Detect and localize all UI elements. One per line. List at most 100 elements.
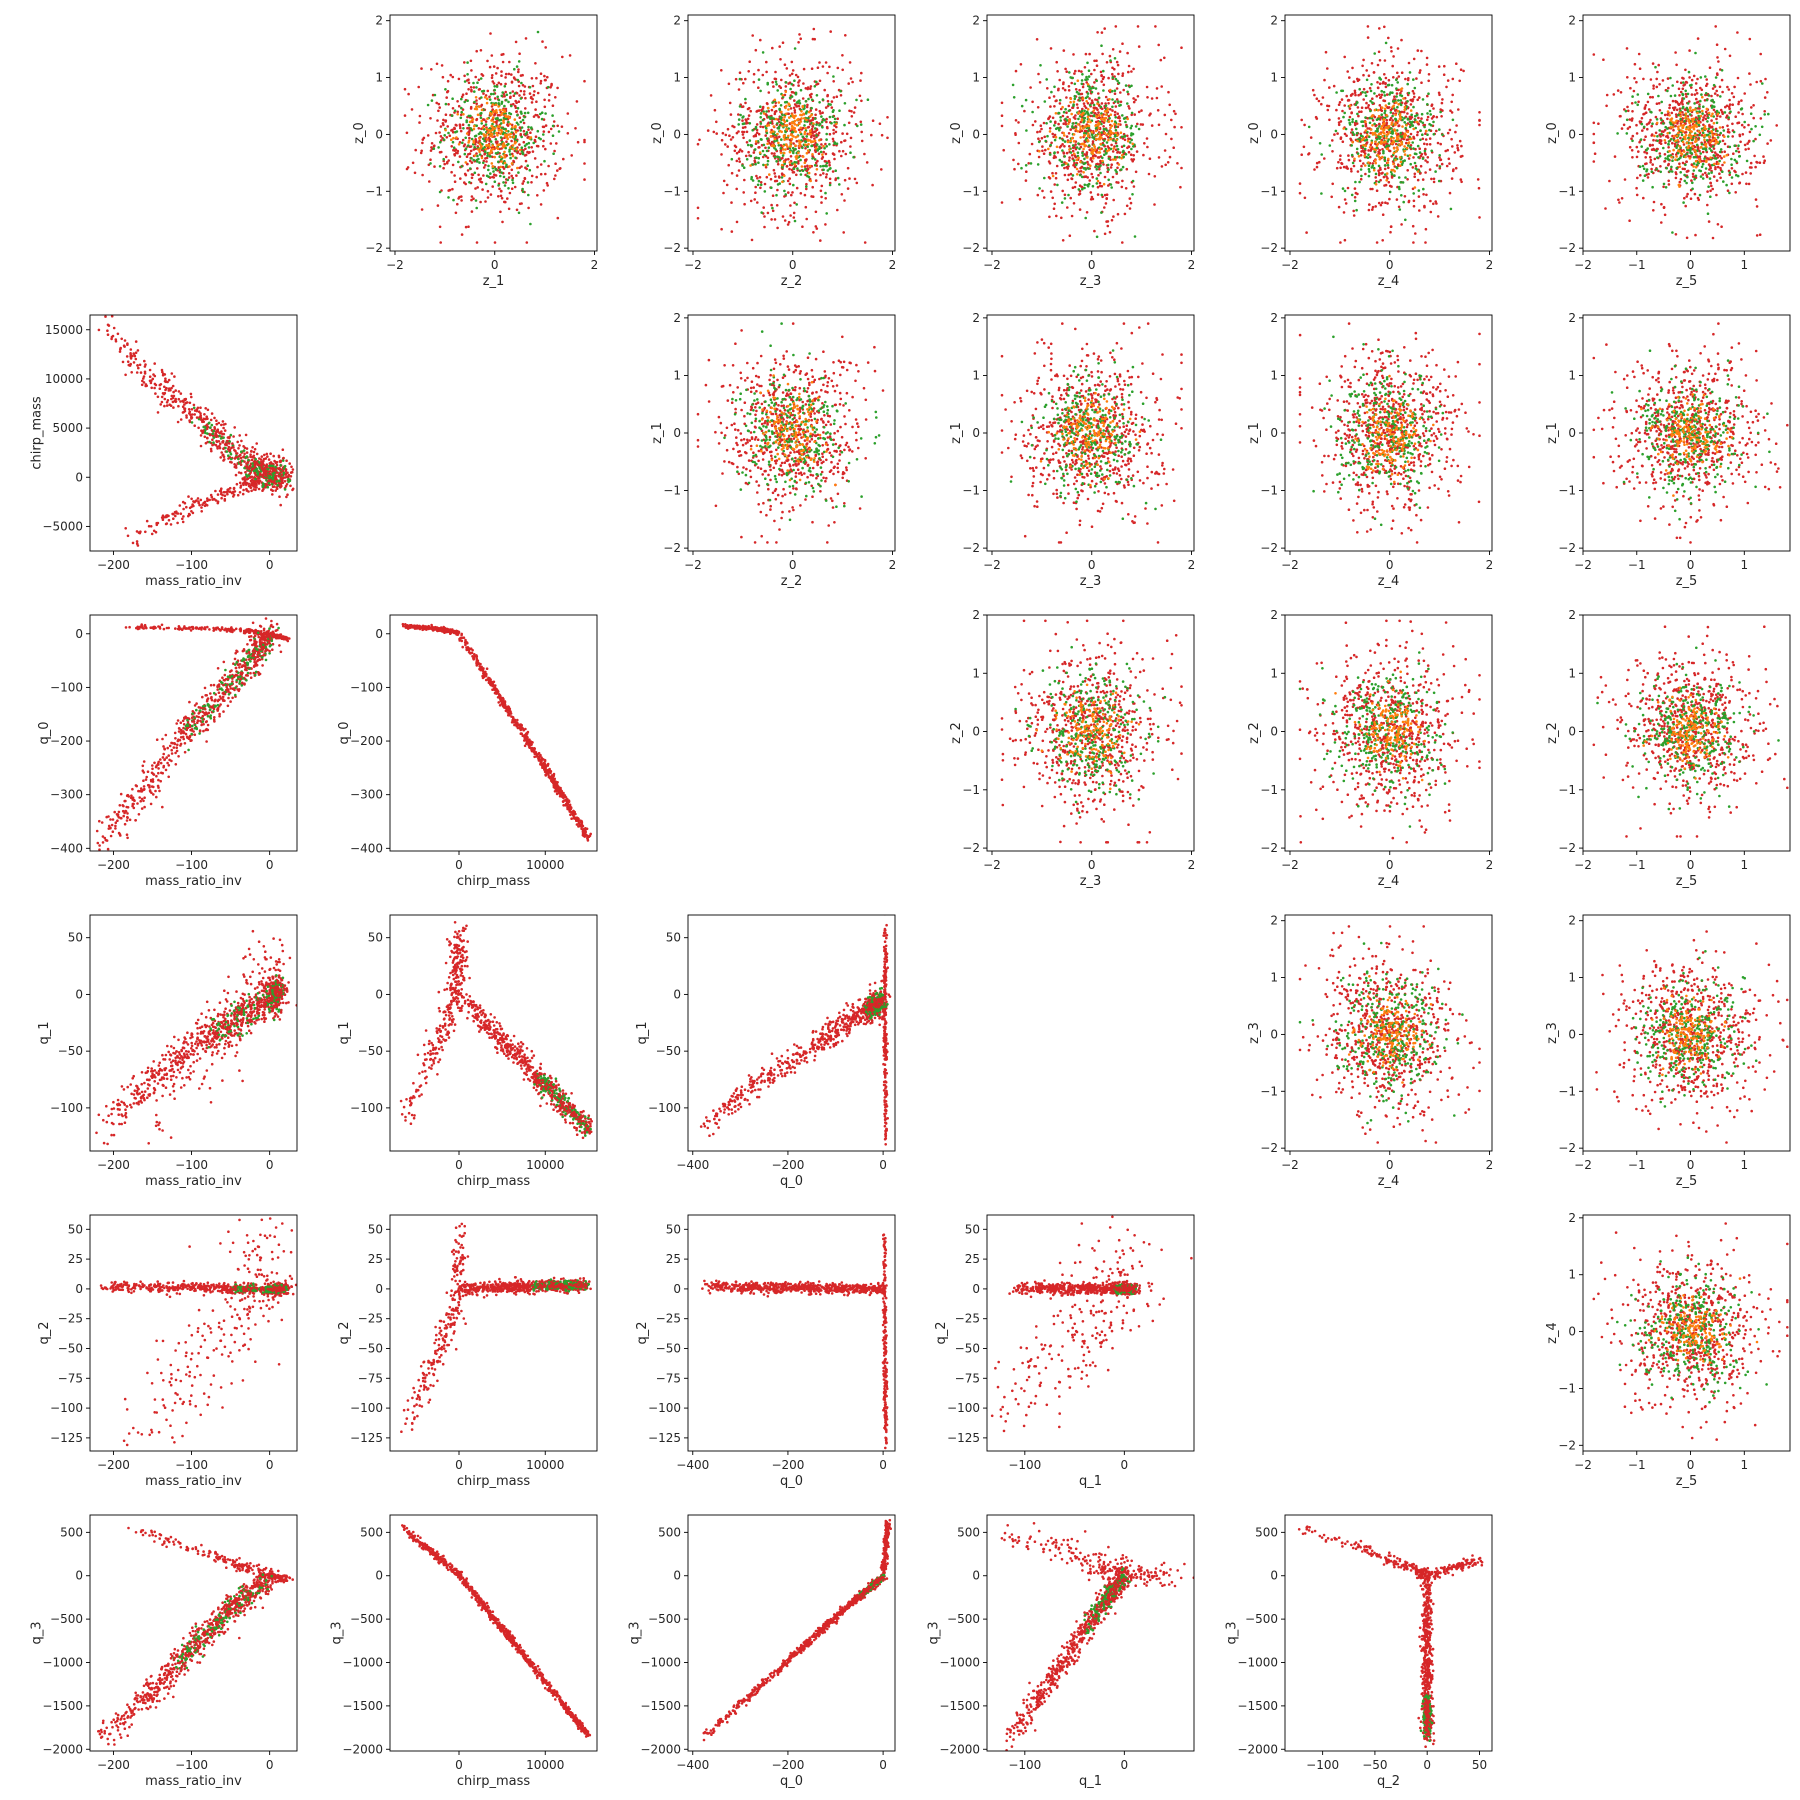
green-point [1100, 112, 1103, 115]
green-point [1048, 153, 1052, 156]
orange-point [1395, 146, 1399, 149]
red-point [742, 136, 745, 140]
red-point [1435, 164, 1439, 167]
red-point [1747, 140, 1751, 143]
red-point [460, 195, 463, 198]
red-point [1115, 98, 1119, 101]
red-point [829, 30, 832, 33]
red-point [542, 139, 545, 143]
red-point [1070, 214, 1074, 218]
green-point [794, 91, 798, 95]
red-point [493, 173, 496, 176]
red-point [1699, 86, 1702, 90]
red-point [1418, 96, 1421, 99]
red-point [1039, 124, 1043, 127]
red-point [1339, 166, 1342, 170]
red-point [779, 58, 782, 61]
red-point [1752, 116, 1755, 120]
red-point [510, 81, 514, 84]
red-point [1062, 151, 1065, 154]
orange-point [1100, 114, 1104, 117]
red-point [840, 154, 843, 158]
red-point [1017, 141, 1021, 145]
red-point [1385, 123, 1388, 127]
red-point [484, 157, 487, 160]
green-point [1104, 104, 1108, 107]
red-point [742, 81, 745, 85]
green-point [1020, 166, 1023, 170]
red-point [806, 87, 809, 91]
orange-point [1363, 164, 1367, 167]
green-point [1087, 75, 1091, 78]
red-point [811, 185, 814, 189]
red-point [1423, 142, 1426, 146]
green-point [510, 104, 513, 108]
red-point [1383, 99, 1387, 103]
green-point [1397, 99, 1400, 102]
orange-point [1367, 161, 1370, 164]
red-point [1113, 67, 1116, 71]
orange-point [774, 117, 778, 121]
red-point [1441, 109, 1444, 112]
orange-point [512, 135, 515, 139]
red-point [744, 101, 747, 105]
orange-point [793, 163, 797, 166]
green-point [1115, 144, 1119, 148]
green-point [465, 120, 469, 124]
red-point [461, 108, 465, 111]
red-point [1649, 161, 1652, 164]
red-point [493, 113, 496, 117]
red-point [830, 100, 834, 103]
red-point [539, 172, 543, 176]
red-point [1105, 193, 1109, 196]
red-point [1073, 161, 1076, 165]
red-point [475, 118, 478, 122]
red-point [807, 125, 811, 129]
green-point [473, 90, 476, 93]
red-point [504, 76, 507, 79]
orange-point [1086, 108, 1090, 111]
red-point [774, 175, 777, 178]
red-point [797, 84, 800, 87]
red-point [1651, 62, 1655, 65]
red-point [1743, 143, 1747, 147]
red-point [797, 104, 801, 108]
green-point [482, 161, 485, 165]
red-point [499, 82, 503, 86]
green-point [767, 146, 771, 149]
red-point [1730, 167, 1734, 170]
red-point [518, 143, 521, 146]
green-point [751, 128, 754, 132]
green-point [1100, 44, 1103, 47]
green-point [1390, 127, 1393, 130]
green-point [762, 110, 765, 113]
green-point [1360, 174, 1363, 178]
red-point [504, 72, 508, 76]
red-point [405, 167, 409, 171]
orange-point [1388, 130, 1391, 134]
red-point [1383, 25, 1386, 29]
green-point [737, 123, 740, 126]
orange-point [1376, 108, 1380, 112]
red-point [1066, 178, 1070, 182]
red-point [1663, 128, 1667, 132]
red-point [1051, 171, 1054, 175]
green-point [1029, 162, 1033, 165]
red-point [472, 86, 476, 89]
red-point [512, 132, 515, 136]
red-point [814, 225, 818, 228]
orange-point [1076, 173, 1079, 176]
green-point [1390, 173, 1394, 176]
red-point [738, 71, 742, 74]
red-point [1377, 173, 1381, 177]
red-point [775, 204, 779, 207]
green-point [769, 121, 772, 124]
red-point [1116, 112, 1119, 115]
red-point [789, 204, 792, 207]
green-point [1358, 87, 1361, 91]
green-point [1437, 179, 1441, 183]
green-point [1399, 131, 1402, 135]
x-tick-label: 0 [789, 258, 797, 272]
green-point [501, 91, 505, 94]
red-point [1384, 201, 1387, 204]
